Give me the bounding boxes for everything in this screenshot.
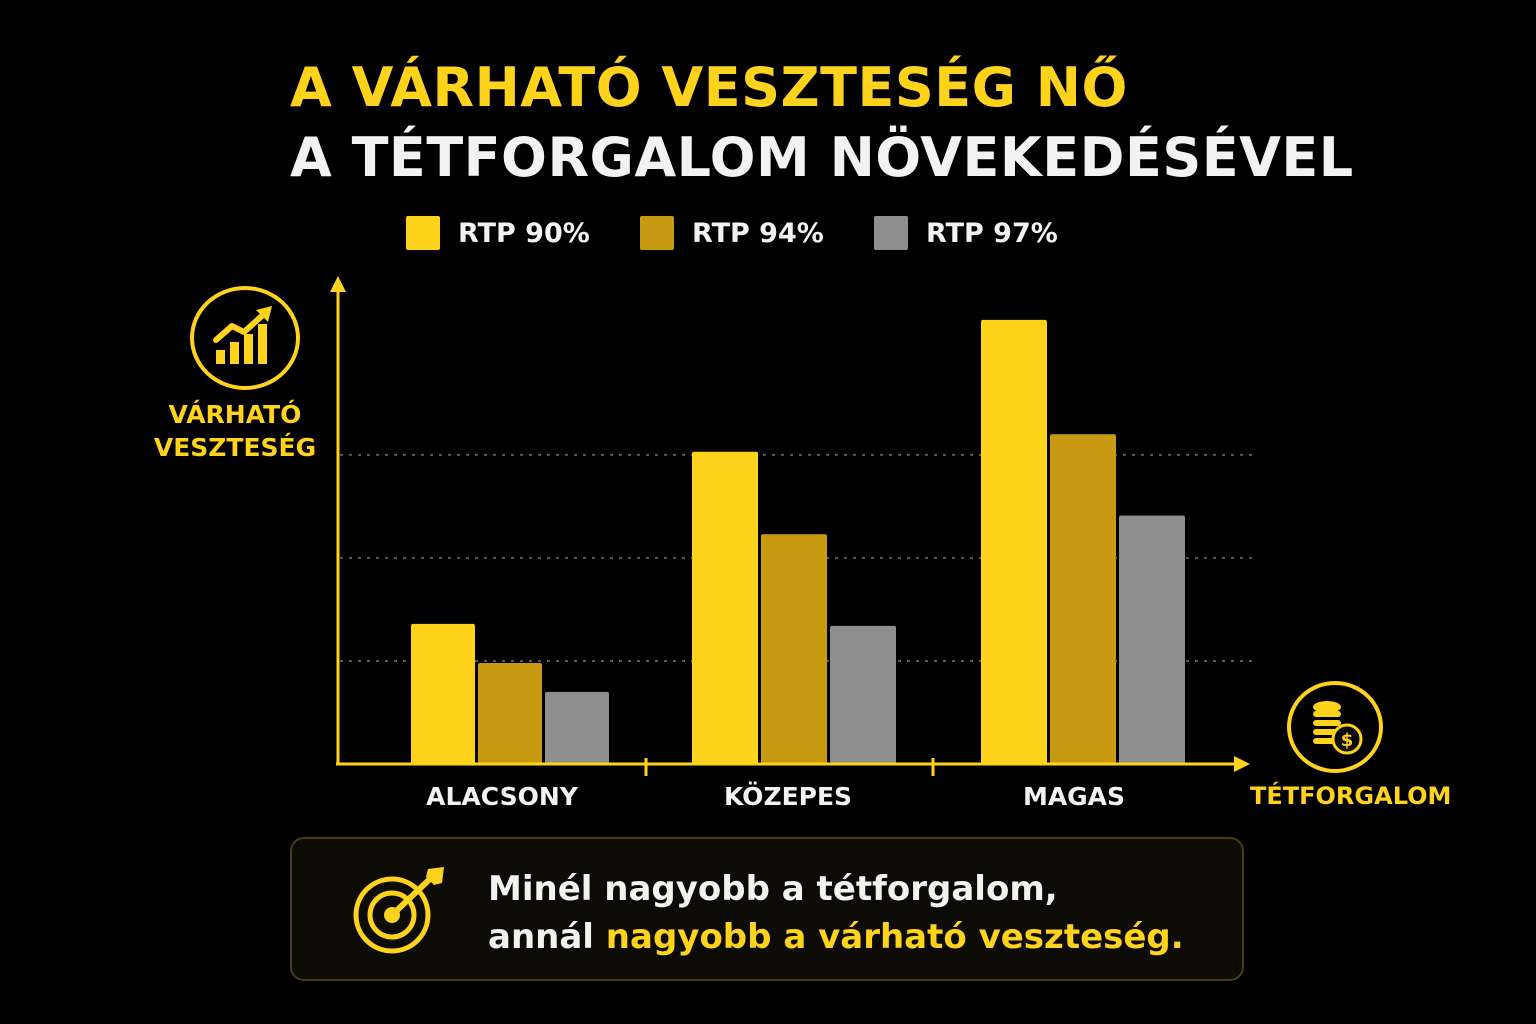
- title-line-1: A VÁRHATÓ VESZTESÉG NŐ: [290, 56, 1128, 119]
- y-axis-label: VÁRHATÓ VESZTESÉG: [150, 398, 320, 464]
- legend-swatch-rtp90: [406, 216, 440, 250]
- target-arrow-icon: [346, 859, 454, 967]
- y-axis-arrowhead: [330, 276, 346, 292]
- x-tick-label-alacsony: ALACSONY: [426, 782, 578, 811]
- legend: RTP 90% RTP 94% RTP 97%: [0, 216, 1536, 256]
- x-tick-label-magas: MAGAS: [1022, 782, 1126, 811]
- y-axis-label-line-1: VÁRHATÓ: [168, 400, 302, 429]
- bar-rtp94-1: [478, 663, 542, 764]
- y-axis-label-line-2: VESZTESÉG: [153, 433, 317, 462]
- svg-text:$: $: [1341, 730, 1354, 751]
- callout-box: Minél nagyobb a tétforgalom, annál nagyo…: [290, 837, 1244, 981]
- bar-rtp94-2: [761, 534, 827, 764]
- legend-label-rtp94: RTP 94%: [692, 217, 824, 249]
- legend-swatch-rtp97: [874, 216, 908, 250]
- legend-item-rtp94: RTP 94%: [640, 216, 824, 250]
- legend-label-rtp90: RTP 90%: [458, 217, 590, 249]
- callout-line-2-prefix: annál: [488, 917, 606, 957]
- x-axis-label: TÉTFORGALOM: [1250, 782, 1452, 810]
- callout-line-2-highlight: nagyobb a várható veszteség.: [605, 917, 1184, 957]
- callout-line-2: annál nagyobb a várható veszteség.: [488, 917, 1184, 957]
- x-tick-label-kozepes: KÖZEPES: [723, 782, 853, 811]
- legend-item-rtp90: RTP 90%: [406, 216, 590, 250]
- legend-swatch-rtp94: [640, 216, 674, 250]
- callout-line-1: Minél nagyobb a tétforgalom,: [488, 869, 1058, 909]
- title-line-2: A TÉTFORGALOM NÖVEKEDÉSÉVEL: [290, 126, 1354, 189]
- bar-rtp90-2: [692, 451, 758, 764]
- axes-layer: [330, 276, 1250, 776]
- legend-item-rtp97: RTP 97%: [874, 216, 1058, 250]
- bar-rtp97-3: [1119, 515, 1185, 764]
- bar-rtp90-3: [981, 319, 1047, 764]
- bar-rtp94-3: [1050, 434, 1116, 764]
- bars-layer: [411, 319, 1185, 764]
- bar-rtp97-2: [830, 625, 896, 764]
- bar-rtp90-1: [411, 623, 475, 764]
- bar-rtp97-1: [545, 691, 609, 764]
- coin-stack-dollar-icon: $: [1287, 681, 1383, 773]
- legend-label-rtp97: RTP 97%: [926, 217, 1058, 249]
- x-axis-arrowhead: [1234, 756, 1250, 772]
- growth-bar-chart-icon: [190, 286, 300, 390]
